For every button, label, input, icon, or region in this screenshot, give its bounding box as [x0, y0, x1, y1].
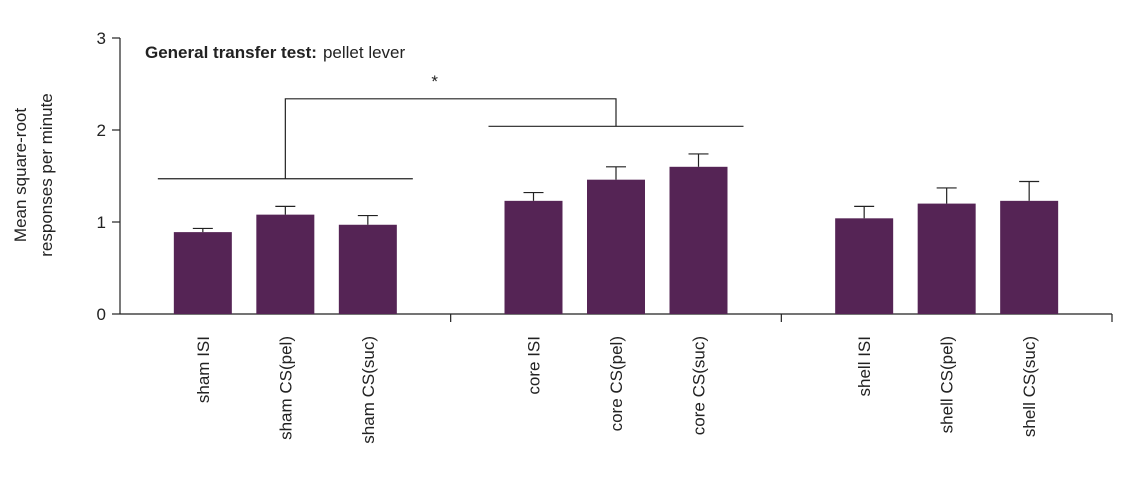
bar	[917, 203, 976, 314]
x-tick-label: shell CS(pel)	[938, 336, 957, 433]
significance-bracket	[284, 98, 617, 179]
y-tick-label: 0	[97, 305, 106, 324]
bar	[256, 214, 315, 314]
chart-title: General transfer test: pellet lever	[145, 43, 406, 62]
error-bars	[192, 153, 1040, 233]
y-tick-label: 3	[97, 29, 106, 48]
x-tick-label: core ISI	[525, 336, 544, 395]
y-axis-title-line2: responses per minute	[37, 93, 56, 256]
chart-title-rest: pellet lever	[323, 43, 406, 62]
x-tick-labels: sham ISI sham CS(pel) sham CS(suc) core ISI…	[194, 336, 1039, 444]
bar	[587, 179, 645, 314]
y-tick-label: 1	[97, 213, 106, 232]
bar	[1000, 200, 1059, 314]
bar	[504, 200, 563, 314]
annotations: *	[157, 72, 744, 180]
bar	[173, 232, 232, 314]
y-tick-label: 2	[97, 121, 106, 140]
bar	[338, 224, 397, 314]
x-tick-label: shell ISI	[855, 336, 874, 396]
x-tick-label: sham CS(suc)	[359, 336, 378, 444]
y-axis-title: Mean square-root responses per minute	[11, 93, 56, 256]
x-tick-label: shell CS(suc)	[1020, 336, 1039, 437]
x-tick-label: sham CS(pel)	[276, 336, 295, 440]
bar	[835, 218, 894, 314]
significance-marker: *	[431, 72, 438, 91]
x-tick-label: sham ISI	[194, 336, 213, 403]
bars	[173, 166, 1059, 314]
x-tick-label: core CS(suc)	[690, 336, 709, 435]
y-axis-title-line1: Mean square-root	[11, 108, 30, 242]
x-tick-label: core CS(pel)	[607, 336, 626, 431]
chart-title-bold: General transfer test:	[145, 43, 317, 62]
bar	[669, 166, 728, 314]
